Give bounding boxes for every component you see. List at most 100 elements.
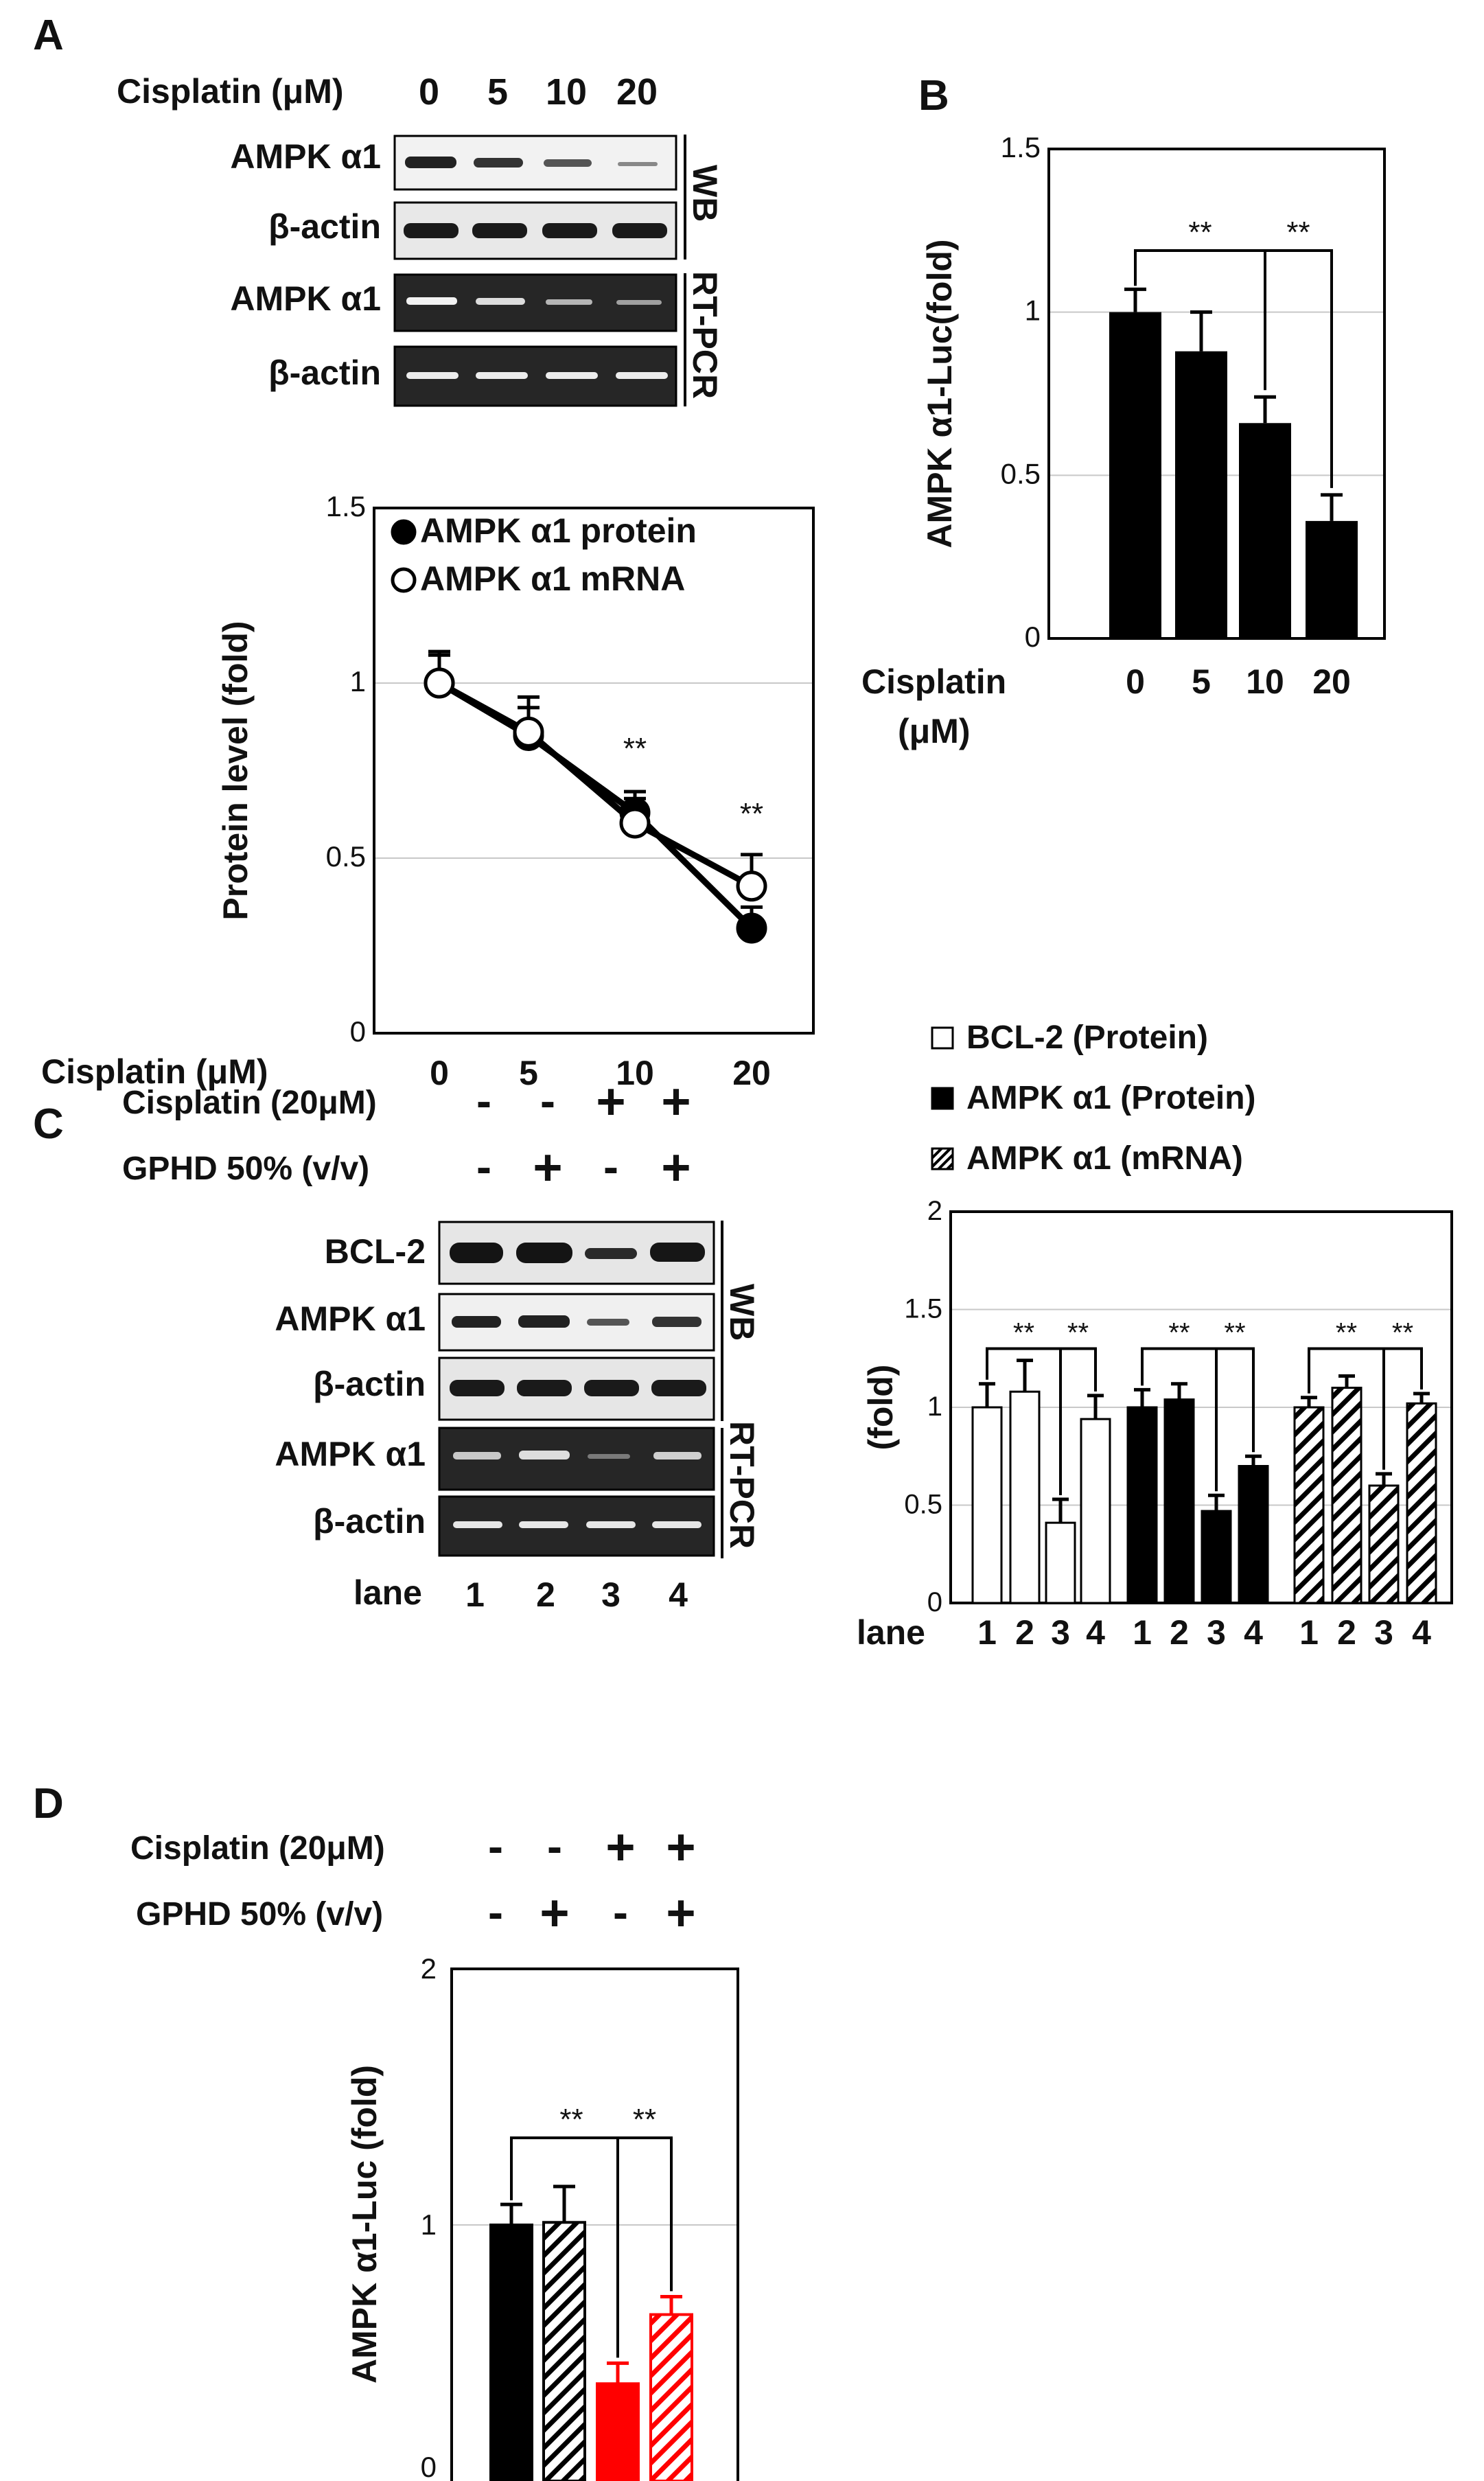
chart-b-error-bar-0 xyxy=(1124,287,1146,312)
chart-c-bar-1-0 xyxy=(1126,1406,1158,1604)
chart-c-bar: 00.511.52(fold)lane 1 2 3 4** **1 2 3 4** **1 2 3 4*… xyxy=(857,1019,1453,1652)
chart-c-error-bar-2-1 xyxy=(1338,1374,1355,1388)
chart-d-ytick-2: 2 xyxy=(421,1952,437,1985)
chart-d-plot-frame xyxy=(450,1968,739,2481)
gel-a-dose-5: 5 xyxy=(487,71,508,113)
chart-c-ytick-1: 0.5 xyxy=(904,1490,942,1520)
chart-c-xtick-0-0: 1 xyxy=(977,1613,997,1652)
gel-a-dose-10: 10 xyxy=(546,71,587,113)
chart-d-sig-1: ** xyxy=(633,2103,656,2136)
chart-a-ytick-0: 0 xyxy=(350,1015,366,1048)
chart-b-error-bar-3 xyxy=(1321,493,1343,521)
chart-c-sig-bracket-0 xyxy=(986,1347,1097,1392)
chart-d-treat1-label: Cisplatin (20μM) xyxy=(130,1830,385,1867)
gel-a-rt-ampk-row: AMPK α1 xyxy=(230,273,677,332)
chart-c-xtick-2-3: 4 xyxy=(1412,1613,1431,1652)
chart-b-bar-1 xyxy=(1175,351,1227,638)
chart-d-bar-2 xyxy=(596,2382,640,2481)
chart-a-xtick-2: 10 xyxy=(616,1054,654,1092)
chart-a-legend-marker-1 xyxy=(391,567,417,593)
chart-c-sig-bracket-2 xyxy=(1308,1347,1423,1394)
chart-d-sig-bracket xyxy=(510,2136,673,2292)
chart-a-point-1-3 xyxy=(736,870,767,902)
panel-letter-c: C xyxy=(33,1100,64,1148)
chart-c-xtick-1-1: 2 xyxy=(1170,1613,1189,1652)
chart-b-ytick-2: 1 xyxy=(1025,295,1041,327)
gel-c-row-label-wb-actin: β-actin xyxy=(313,1365,426,1403)
gel-c-row-label-wb-ampk: AMPK α1 xyxy=(275,1300,426,1338)
chart-d-sig-0: ** xyxy=(559,2103,583,2136)
chart-d-treat1-sign-1: - xyxy=(488,1821,503,1871)
chart-d-error-bar-3 xyxy=(660,2294,682,2315)
chart-a-legend-marker-0 xyxy=(391,519,417,545)
gel-c-rt-actin-row: β-actin xyxy=(313,1495,715,1557)
chart-c-error-bar-1-0 xyxy=(1134,1387,1150,1407)
gel-c-lane-1: 1 xyxy=(465,1576,485,1614)
chart-c-legend-swatch-0 xyxy=(931,1026,954,1050)
chart-c-xtick-2-2: 3 xyxy=(1374,1613,1393,1652)
gel-c-wb-ampk-row: AMPK α1 xyxy=(275,1293,715,1352)
chart-a-xtick-0: 0 xyxy=(430,1054,449,1092)
chart-a-ytick-1: 0.5 xyxy=(326,840,366,873)
chart-b-error-bar-1 xyxy=(1190,310,1212,351)
chart-d-bar-3 xyxy=(649,2313,693,2481)
gel-c-row-label-rt-actin: β-actin xyxy=(313,1502,426,1540)
gel-a-row-label-rt-actin: β-actin xyxy=(268,354,381,392)
gel-a-row-label-wb-actin: β-actin xyxy=(268,207,381,246)
chart-b-xtick-2: 10 xyxy=(1246,662,1284,701)
gel-c-treat1-label: Cisplatin (20μM) xyxy=(122,1085,377,1121)
chart-b-xtick-0: 0 xyxy=(1126,662,1145,701)
chart-a-point-1-0 xyxy=(424,667,455,699)
chart-d-treat2-sign-2: + xyxy=(540,1884,569,1941)
chart-d-y-axis-label: AMPK α1-Luc (fold) xyxy=(345,2065,384,2384)
chart-b-bar-0 xyxy=(1109,312,1161,638)
chart-a-series-line-0 xyxy=(437,680,754,931)
chart-a-sig-1: ** xyxy=(740,797,763,831)
chart-c-bar-2-1 xyxy=(1331,1387,1363,1604)
chart-c-error-bar-0-3 xyxy=(1087,1394,1104,1420)
chart-c-error-bar-1-2 xyxy=(1208,1493,1225,1512)
chart-c-xtick-1-0: 1 xyxy=(1133,1613,1152,1652)
chart-d-bar-1 xyxy=(542,2221,586,2481)
chart-b-y-axis-label: AMPK α1-Luc(fold) xyxy=(920,239,959,548)
chart-d-bar: 0 1 2 AMPK α1-Luc (fold) ** ** xyxy=(345,1952,739,2481)
chart-b-sig-bracket xyxy=(1134,249,1333,488)
chart-c-sig-1: ** xyxy=(1067,1318,1089,1348)
chart-c-xtick-2-1: 2 xyxy=(1337,1613,1356,1652)
chart-c-bar-1-3 xyxy=(1238,1465,1269,1604)
panel-letter-a: A xyxy=(33,12,64,59)
gel-c-treat1-sign-4: + xyxy=(661,1073,691,1130)
chart-b-ytick-3: 1.5 xyxy=(1001,131,1041,163)
chart-c-error-bar-1-1 xyxy=(1171,1382,1187,1400)
gel-c-treat2-sign-4: + xyxy=(661,1139,691,1196)
chart-c-bar-2-3 xyxy=(1406,1402,1437,1604)
chart-a-legend-label-0: AMPK α1 protein xyxy=(420,511,697,550)
chart-c-xtick-0-2: 3 xyxy=(1051,1613,1070,1652)
gel-c-lane-4: 4 xyxy=(669,1576,688,1614)
chart-c-legend-swatch-1 xyxy=(931,1087,954,1110)
chart-c-legend-label-2: AMPK α1 (mRNA) xyxy=(966,1140,1243,1177)
chart-b-sig-0: ** xyxy=(1188,216,1211,249)
chart-d-treat1-sign-2: - xyxy=(547,1821,562,1871)
gel-c-wb-bcl2-row: BCL-2 xyxy=(325,1221,715,1285)
chart-a-point-1-1 xyxy=(513,716,544,748)
panel-letter-b: B xyxy=(918,72,949,119)
chart-d-treat2-sign-3: - xyxy=(613,1886,628,1937)
chart-d-treat2-sign-1: - xyxy=(488,1886,503,1937)
chart-c-xtick-0-3: 4 xyxy=(1086,1613,1105,1652)
gel-c-lane-2: 2 xyxy=(536,1576,555,1614)
gel-c-rt-label: RT-PCR xyxy=(723,1421,761,1549)
chart-c-bar-0-2 xyxy=(1045,1521,1076,1604)
chart-b-bar-3 xyxy=(1306,520,1358,638)
chart-a-xtick-1: 5 xyxy=(519,1054,538,1092)
chart-d-treat2-label: GPHD 50% (v/v) xyxy=(136,1896,383,1932)
chart-a-plot-frame xyxy=(373,507,815,1035)
chart-c-xtick-1-2: 3 xyxy=(1207,1613,1226,1652)
gel-c-treat2-sign-1: - xyxy=(476,1141,491,1192)
gel-c-treat2-sign-3: - xyxy=(603,1141,618,1192)
chart-c-xtick-1-3: 4 xyxy=(1244,1613,1263,1652)
chart-c-ytick-0: 0 xyxy=(927,1587,942,1617)
gel-a-dose-0: 0 xyxy=(419,71,439,113)
chart-c-bar-0-0 xyxy=(971,1406,1003,1604)
chart-c-xtick-0-1: 2 xyxy=(1015,1613,1034,1652)
